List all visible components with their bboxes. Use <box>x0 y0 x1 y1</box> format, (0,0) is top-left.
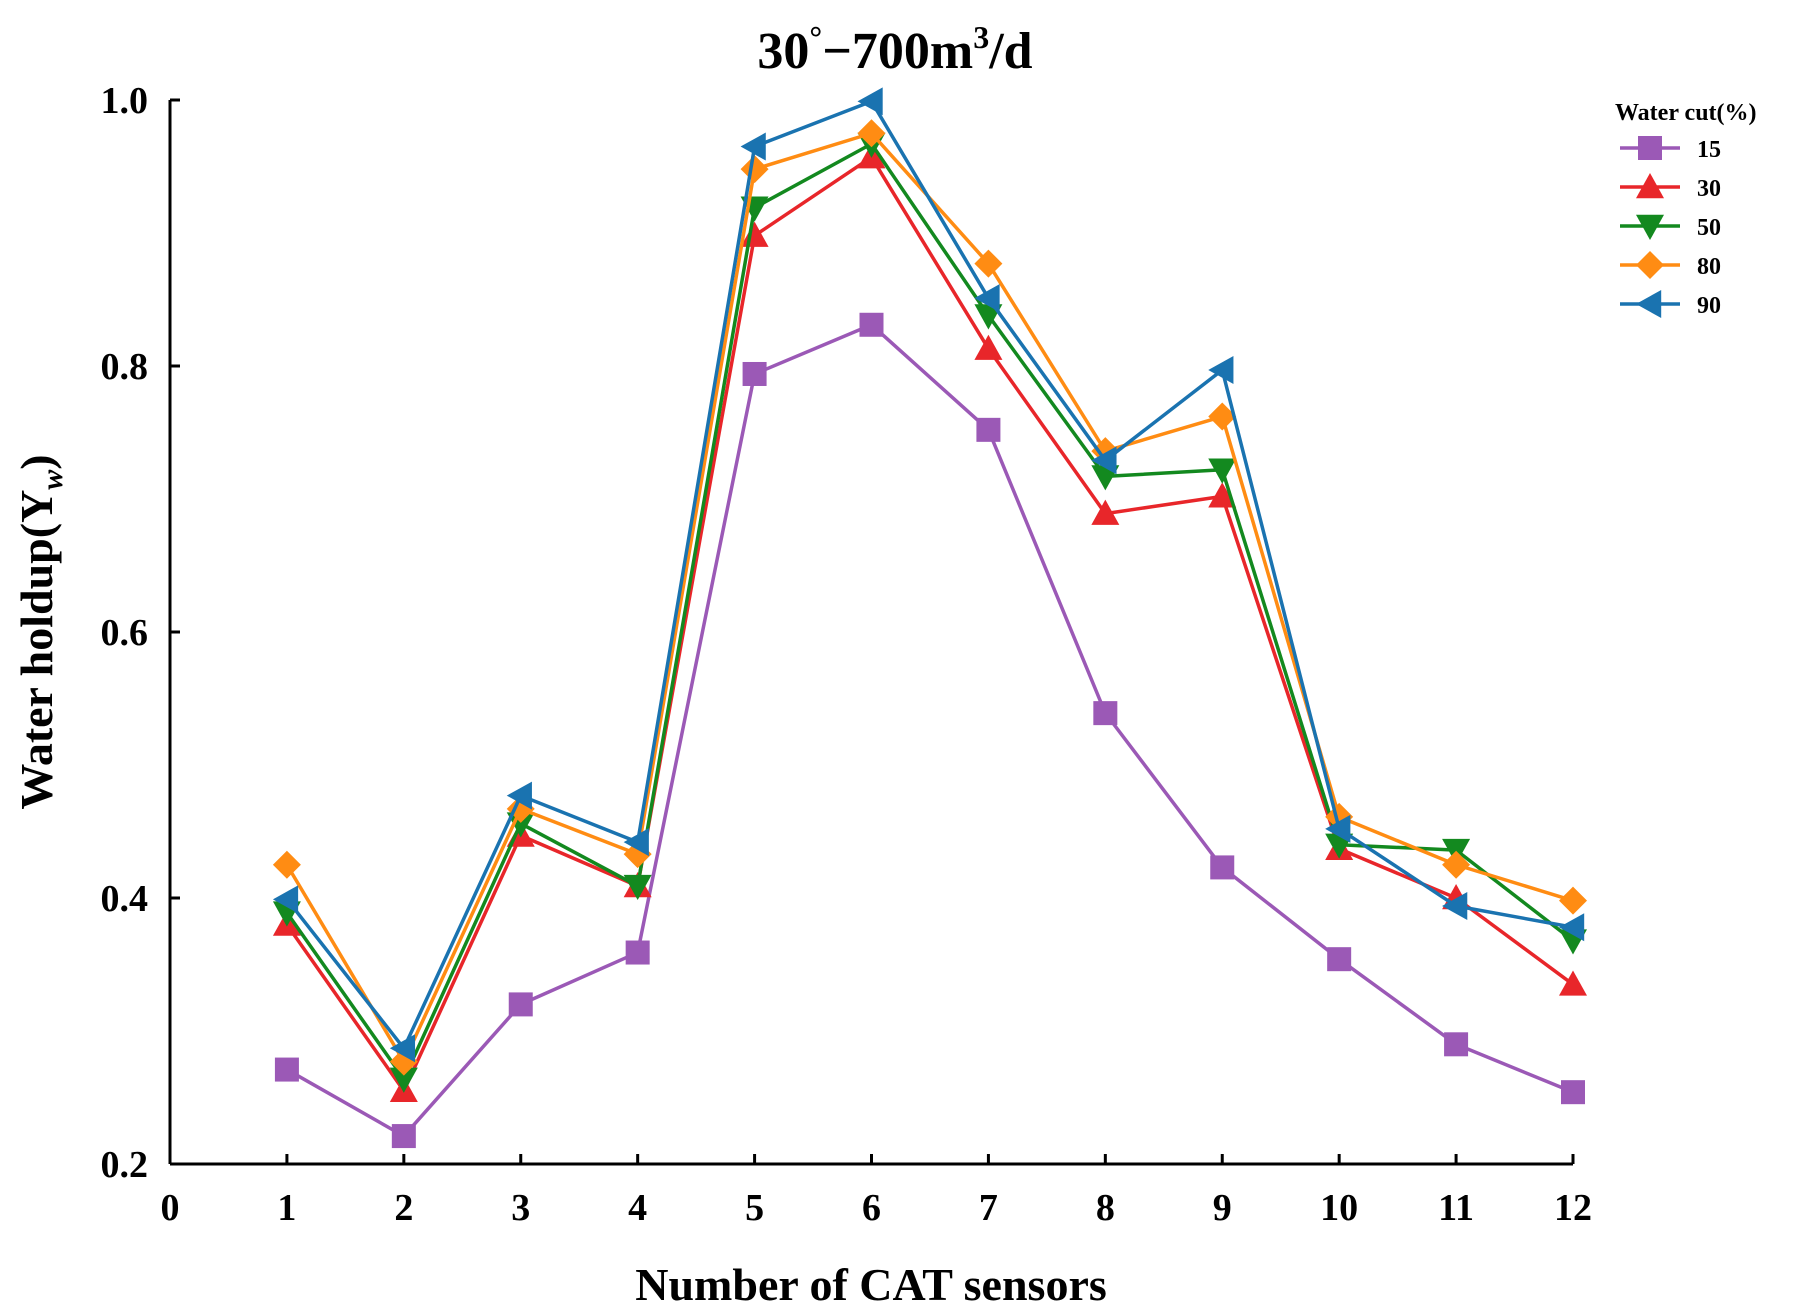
data-point <box>974 284 1000 313</box>
data-point <box>974 249 1003 278</box>
legend-label: 50 <box>1697 215 1721 241</box>
data-point <box>1210 855 1235 880</box>
x-tick-label: 5 <box>745 1187 764 1229</box>
data-point <box>272 885 299 914</box>
data-point <box>508 992 533 1017</box>
series-layer <box>272 87 1587 1149</box>
legend-label: 80 <box>1697 254 1721 280</box>
series-line-15 <box>286 323 1574 1138</box>
data-point <box>1559 886 1587 915</box>
data-point <box>391 1124 416 1149</box>
x-tick-label: 0 <box>161 1187 180 1229</box>
legend-marker <box>1636 251 1664 279</box>
data-point <box>1442 891 1468 920</box>
y-tick-label: 0.8 <box>101 346 149 388</box>
y-tick-label: 0.2 <box>101 1144 149 1186</box>
legend-marker <box>1636 214 1664 240</box>
chart-title: 30°−700m3/d <box>757 19 1032 80</box>
data-point <box>1208 355 1234 384</box>
legend: Water cut(%) 15 30 50 80 90 <box>1615 100 1757 319</box>
data-point <box>1327 947 1352 972</box>
y-axis-title-main: Water holdup(Y <box>11 490 62 810</box>
title-exponent: 3 <box>973 19 989 55</box>
data-point <box>742 361 767 386</box>
data-point <box>859 312 884 337</box>
series-line-90 <box>285 99 1574 1051</box>
data-point <box>1559 913 1585 942</box>
data-point <box>740 155 769 184</box>
legend-marker <box>1636 290 1662 318</box>
series-15 <box>274 312 1585 1149</box>
data-point <box>1093 701 1118 726</box>
title-rate: 700m <box>852 23 973 80</box>
title-unit: /d <box>988 23 1032 80</box>
y-tick-label: 1.0 <box>101 80 149 122</box>
title-degree: ° <box>809 19 822 55</box>
data-point <box>1444 1032 1469 1057</box>
title-separator: − <box>822 23 852 80</box>
data-point <box>272 850 301 879</box>
x-tick-label: 4 <box>628 1187 647 1229</box>
series-30 <box>272 143 1587 1103</box>
series-line-30 <box>285 155 1575 1093</box>
y-axis-title-close: ) <box>11 454 62 469</box>
data-point <box>1208 402 1237 431</box>
x-tick-label: 7 <box>979 1187 998 1229</box>
x-axis-ticks: 0 1 2 3 4 5 6 7 8 9 10 11 12 <box>161 1154 1592 1229</box>
legend-item-90: 90 <box>1620 290 1721 319</box>
data-point <box>623 874 652 901</box>
y-tick-label: 0.4 <box>101 878 149 920</box>
data-point <box>623 828 649 857</box>
y-axis-title-subscript: w <box>36 469 69 490</box>
legend-item-80: 80 <box>1620 251 1721 280</box>
title-angle: 30 <box>757 23 809 80</box>
x-axis-title: Number of CAT sensors <box>635 1259 1107 1310</box>
legend-item-30: 30 <box>1620 173 1721 202</box>
x-tick-label: 6 <box>862 1187 881 1229</box>
data-point <box>389 1067 418 1093</box>
data-point <box>1442 850 1471 879</box>
data-point <box>976 417 1001 442</box>
legend-marker <box>1638 136 1662 160</box>
data-point <box>1559 970 1587 996</box>
data-point <box>857 87 883 116</box>
x-tick-label: 11 <box>1438 1187 1474 1229</box>
series-line-50 <box>285 142 1575 1081</box>
x-tick-label: 9 <box>1213 1187 1232 1229</box>
data-point <box>389 1034 416 1063</box>
legend-item-15: 15 <box>1620 136 1721 163</box>
data-point <box>857 119 886 148</box>
data-point <box>1325 814 1351 843</box>
x-tick-label: 2 <box>394 1187 413 1229</box>
data-point <box>974 334 1003 360</box>
data-point <box>274 1057 299 1082</box>
y-axis-ticks: 0.2 0.4 0.6 0.8 1.0 <box>101 80 180 1186</box>
data-point <box>625 940 650 965</box>
data-point <box>1091 499 1120 525</box>
series-90 <box>272 87 1585 1063</box>
data-point <box>1208 482 1237 508</box>
y-tick-label: 0.6 <box>101 612 149 654</box>
x-tick-label: 3 <box>511 1187 530 1229</box>
data-point <box>1208 458 1237 484</box>
data-point <box>740 132 766 161</box>
data-point <box>506 781 532 810</box>
x-tick-label: 1 <box>277 1187 296 1229</box>
legend-item-50: 50 <box>1620 214 1721 241</box>
legend-title: Water cut(%) <box>1615 100 1757 126</box>
legend-label: 30 <box>1697 176 1721 202</box>
x-tick-label: 12 <box>1554 1187 1592 1229</box>
data-point <box>1561 1080 1585 1105</box>
x-tick-label: 8 <box>1096 1187 1115 1229</box>
legend-marker <box>1636 173 1664 199</box>
legend-label: 90 <box>1697 293 1721 319</box>
data-point <box>506 812 535 838</box>
y-axis-title: Water holdup(Yw) <box>11 454 69 809</box>
legend-label: 15 <box>1697 137 1721 163</box>
data-point <box>1091 446 1117 475</box>
x-tick-label: 10 <box>1320 1187 1358 1229</box>
